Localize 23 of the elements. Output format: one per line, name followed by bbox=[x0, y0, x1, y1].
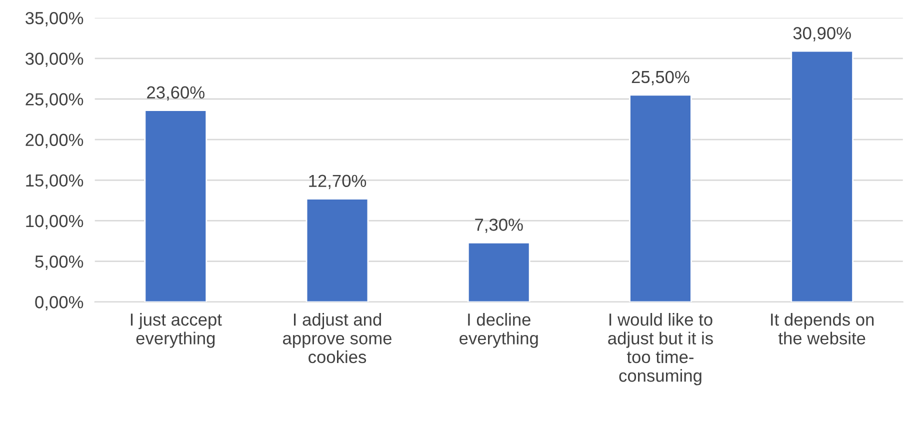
y-tick-label: 0,00% bbox=[35, 296, 84, 310]
x-tick-label: I decline everything bbox=[460, 313, 538, 348]
x-tick-label: I adjust and approve some cookies bbox=[282, 313, 392, 364]
data-label: 25,50% bbox=[632, 70, 690, 86]
bar bbox=[144, 110, 208, 302]
bar bbox=[629, 94, 692, 302]
data-label: 23,60% bbox=[147, 86, 204, 101]
y-tick-label: 35,00% bbox=[26, 12, 84, 26]
bar bbox=[306, 198, 369, 302]
y-tick-label: 30,00% bbox=[26, 52, 84, 67]
y-tick-label: 25,00% bbox=[26, 93, 84, 108]
y-tick-label: 20,00% bbox=[26, 134, 84, 148]
data-label: 7,30% bbox=[475, 218, 523, 233]
bar bbox=[790, 50, 854, 302]
y-tick-label: 5,00% bbox=[35, 255, 84, 270]
data-label: 12,70% bbox=[309, 174, 366, 190]
data-label: 30,90% bbox=[793, 27, 851, 42]
x-tick-label: It depends on the website bbox=[771, 313, 874, 344]
bar bbox=[467, 242, 530, 302]
y-tick-label: 10,00% bbox=[26, 214, 84, 230]
y-tick-label: 15,00% bbox=[26, 174, 84, 189]
x-tick-label: I just accept everything bbox=[130, 313, 222, 348]
x-tick-label: I would like to adjust but it is too time- consuming bbox=[608, 313, 713, 386]
